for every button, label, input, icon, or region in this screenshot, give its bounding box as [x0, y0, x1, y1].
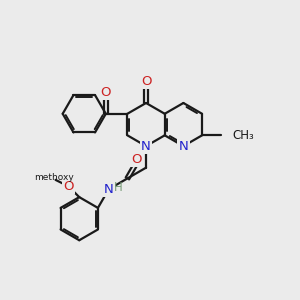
Text: O: O	[131, 153, 142, 166]
Text: N: N	[141, 140, 151, 153]
Text: methoxy: methoxy	[34, 173, 74, 182]
Text: CH₃: CH₃	[232, 129, 254, 142]
Text: N: N	[104, 183, 114, 196]
Text: O: O	[63, 180, 74, 193]
Text: O: O	[100, 86, 111, 99]
Text: H: H	[114, 181, 122, 194]
Text: O: O	[141, 75, 151, 88]
Text: N: N	[178, 140, 188, 153]
